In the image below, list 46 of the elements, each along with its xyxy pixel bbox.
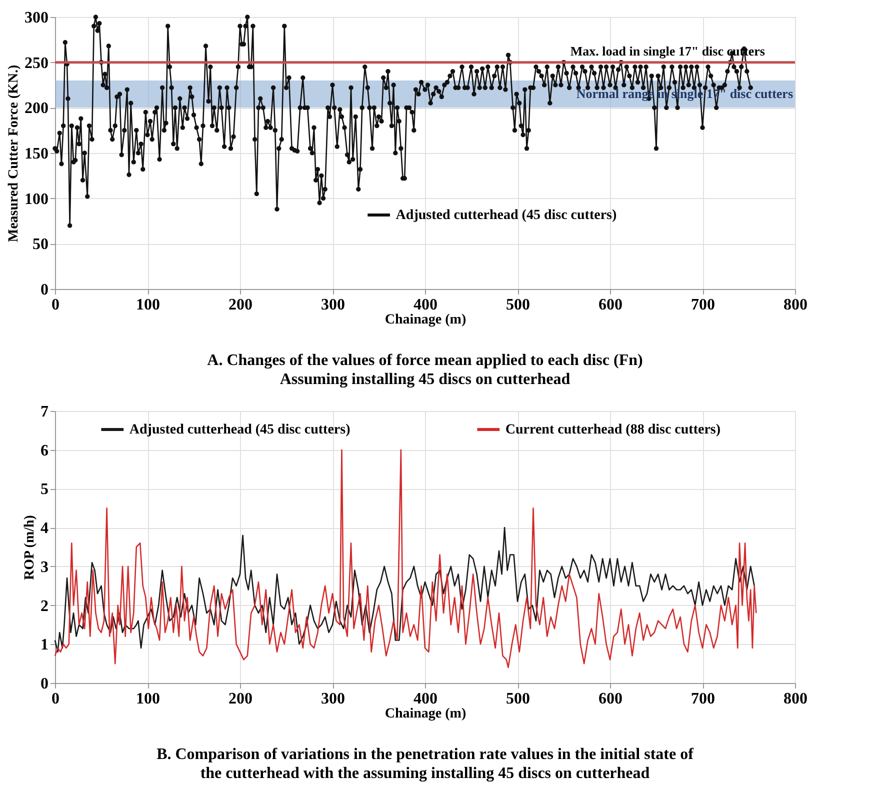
x-tick-label: 700: [691, 690, 715, 708]
text: A. Changes of the values of force mean applied to each disc (Fn): [207, 352, 643, 369]
text: B. Comparison of variations in the penetration rate values in the initial state of: [156, 746, 694, 763]
x-tick-label: 100: [136, 296, 160, 314]
legend-label: Adjusted cutterhead (45 disc cutters): [129, 422, 351, 438]
y-tick-label: 300: [24, 10, 48, 26]
text: Assuming installing 45 discs on cutterhead: [280, 371, 570, 388]
y-axis-title: Measured Cutter Force (KN.): [6, 64, 22, 242]
y-tick-label: 7: [40, 404, 48, 420]
y-tick-label: 150: [24, 146, 48, 162]
x-tick-label: 200: [228, 690, 252, 708]
x-axis-title: Chainage (m): [384, 312, 466, 328]
y-tick-label: 3: [40, 558, 48, 576]
x-tick-label: 100: [136, 690, 160, 708]
y-tick-label: 0: [40, 282, 48, 298]
text: the cutterhead with the assuming installing 45 discs on cutterhead: [200, 765, 650, 782]
y-tick-label: 5: [40, 481, 48, 498]
y-axis-title: ROP (m/h): [22, 514, 38, 580]
legend-label: Adjusted cutterhead (45 disc cutters): [396, 208, 617, 223]
y-tick-label: 0: [40, 676, 48, 692]
x-tick-label: 0: [52, 690, 60, 708]
x-tick-label: 600: [598, 690, 622, 708]
y-tick-label: 200: [24, 100, 48, 118]
y-tick-label: 250: [24, 54, 48, 72]
x-tick-label: 300: [321, 296, 345, 314]
x-tick-label: 500: [506, 690, 530, 708]
x-tick-label: 400: [414, 690, 438, 708]
x-tick-label: 200: [228, 296, 252, 314]
y-tick-label: 50: [32, 236, 48, 254]
x-tick-label: 0: [52, 296, 60, 314]
y-tick-label: 2: [40, 598, 48, 615]
y-tick-label: 4: [40, 520, 48, 538]
x-tick-label: 300: [321, 690, 345, 708]
x-axis-title: Chainage (m): [384, 706, 466, 722]
y-tick-label: 1: [40, 636, 48, 654]
line-series: [54, 526, 755, 653]
y-tick-label: 6: [40, 442, 48, 460]
x-tick-label: 700: [691, 296, 715, 314]
x-tick-label: 800: [784, 296, 808, 314]
x-tick-label: 800: [784, 690, 808, 708]
line-series: [54, 449, 757, 668]
x-tick-label: 600: [598, 296, 622, 314]
legend-label: Current cutterhead (88 disc cutters): [505, 422, 721, 438]
x-tick-label: 400: [414, 296, 438, 314]
y-tick-label: 100: [24, 190, 48, 208]
x-tick-label: 500: [506, 296, 530, 314]
